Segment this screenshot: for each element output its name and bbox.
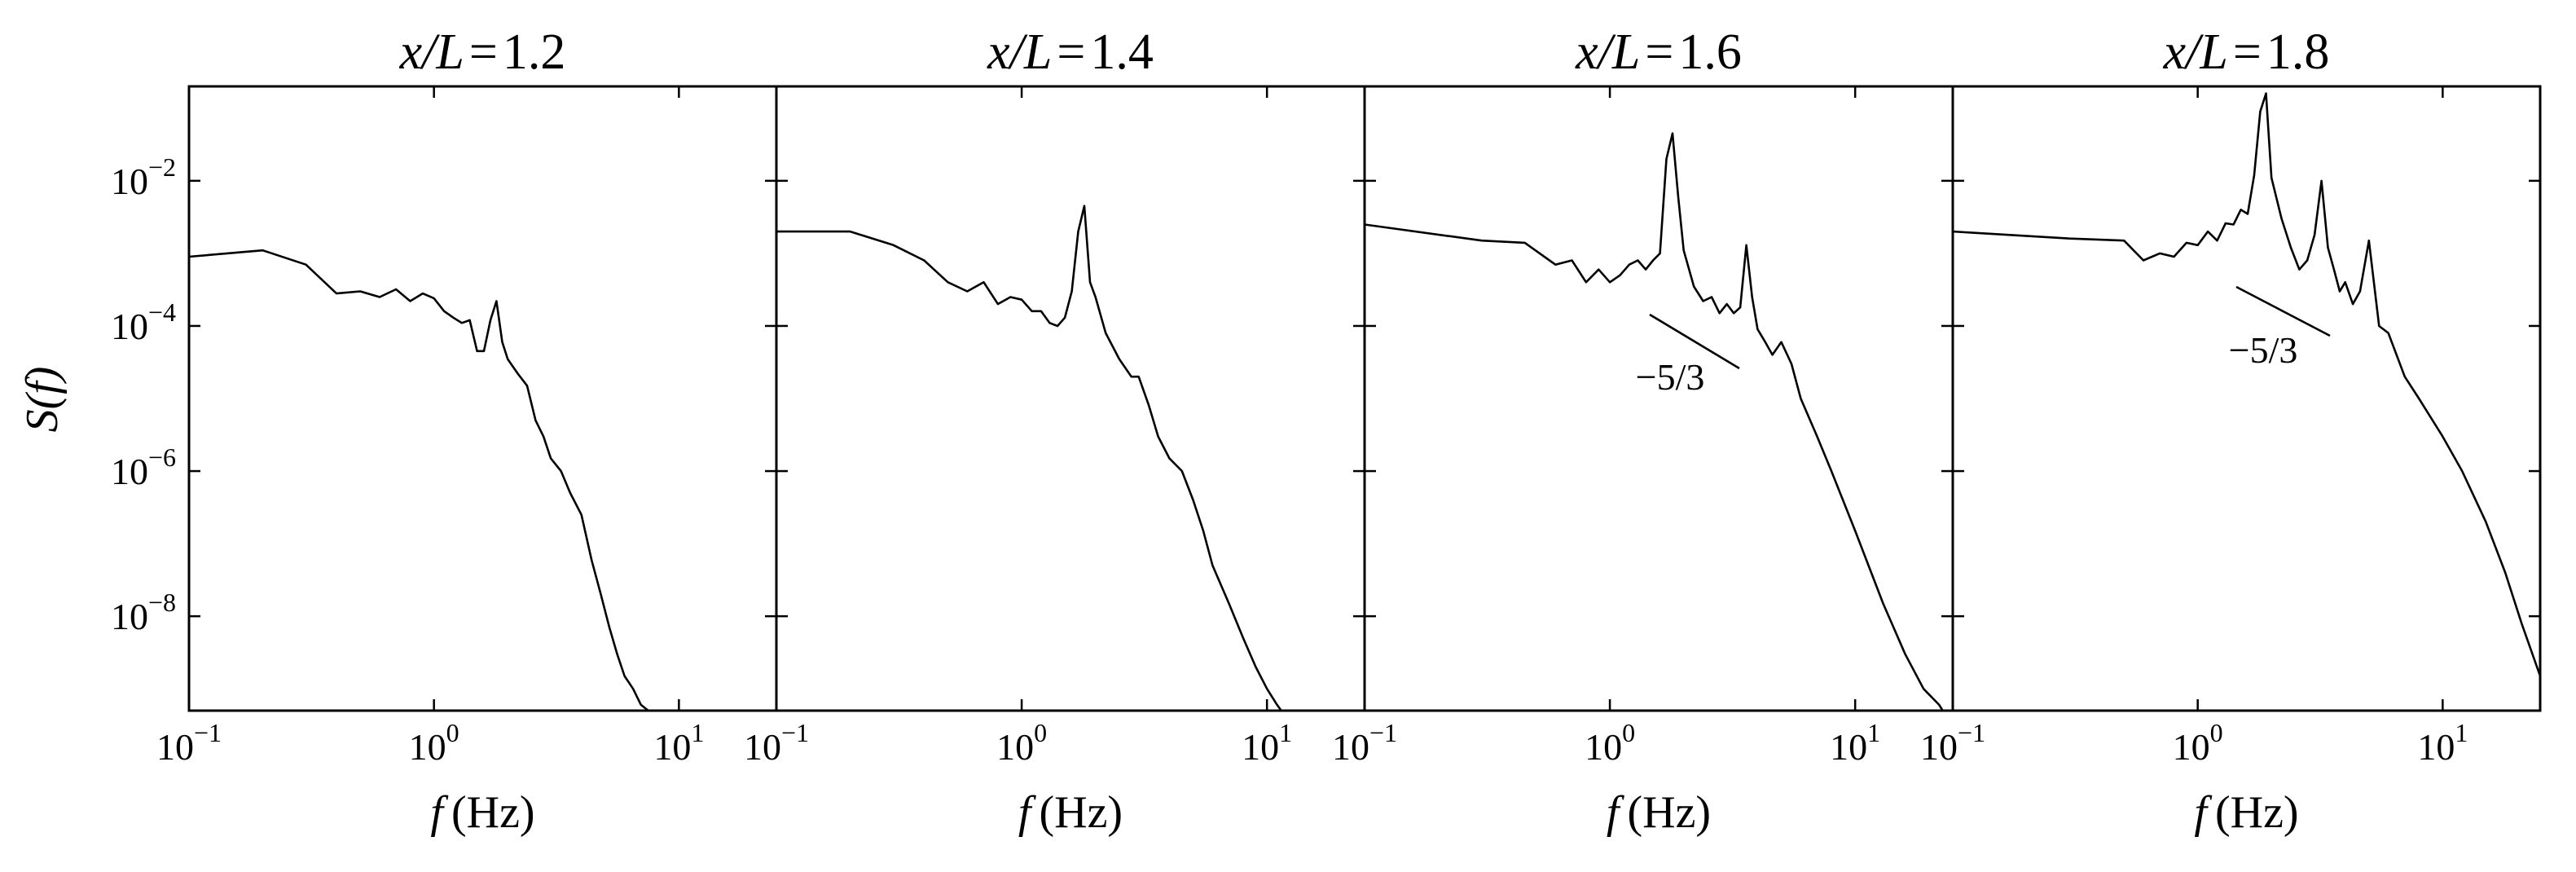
spectrum-line [776,205,1283,711]
title-value: 1.4 [1090,24,1154,80]
x-axis-unit: (Hz) [1627,787,1711,838]
x-axis-variable: f [1018,787,1037,838]
title-equals: = [2233,24,2262,80]
plot-frame [187,85,778,712]
panel-title: x/L=1.6 [1575,24,1742,80]
panel-title: x/L=1.8 [2163,24,2330,80]
x-tick-label-base: 10 [2417,726,2455,768]
x-tick-label: 100 [409,718,459,768]
x-tick-label-base: 10 [744,726,781,768]
x-tick-label: 101 [2417,718,2468,768]
x-tick-label-exponent: 0 [1034,718,1047,747]
title-variable: x/L [2163,24,2228,80]
y-tick-label-base: 10 [111,451,148,492]
title-variable: x/L [987,24,1052,80]
x-tick-label-base: 10 [653,726,691,768]
plot-frame [1363,85,1954,712]
x-axis-label: f (Hz) [2194,787,2298,838]
y-tick-label: 10−4 [111,297,176,347]
x-tick-label: 101 [1830,718,1880,768]
slope-annotation: −5/3 [1636,356,1705,398]
x-axis-label: f (Hz) [1018,787,1123,838]
x-axis-label: f (Hz) [1607,787,1711,838]
x-tick-label-exponent: 1 [1867,718,1880,747]
y-tick-label: 10−2 [111,152,176,202]
plot-frame [1951,85,2542,712]
slope-reference-line [2235,285,2331,337]
x-axis-unit: (Hz) [1039,787,1123,838]
slope-annotation: −5/3 [2229,329,2298,371]
x-axis-variable: f [430,787,449,838]
title-equals: = [1645,24,1673,80]
x-axis-variable: f [2194,787,2213,838]
x-tick-label-exponent: 1 [1279,718,1292,747]
spectrum-line [189,249,650,711]
x-tick-label-exponent: −1 [194,718,222,747]
y-tick-label: 10−6 [111,443,176,492]
title-variable: x/L [399,24,464,80]
x-axis-label: f (Hz) [430,787,534,838]
x-tick-label: 101 [1242,718,1292,768]
title-value: 1.2 [503,24,566,80]
y-tick-label-base: 10 [111,306,148,347]
title-variable: x/L [1575,24,1640,80]
x-tick-label-exponent: 0 [1622,718,1635,747]
y-tick-label-base: 10 [111,596,148,637]
x-tick-label-exponent: 0 [446,718,459,747]
slope-reference-line [1649,313,1740,370]
x-tick-label-exponent: 1 [691,718,704,747]
title-equals: = [469,24,498,80]
x-axis-variable: f [1607,787,1625,838]
y-tick-label-exponent: −6 [148,443,176,472]
x-tick-label: 101 [653,718,704,768]
y-tick-label-exponent: −2 [148,152,176,182]
x-tick-label: 10−1 [1332,718,1397,768]
x-tick-label-exponent: 1 [2455,718,2468,747]
x-tick-label-base: 10 [1830,726,1867,768]
x-tick-label: 100 [1585,718,1635,768]
spectrum-line [1953,92,2540,676]
title-value: 1.6 [1678,24,1742,80]
x-tick-label-exponent: −1 [781,718,809,747]
y-tick-label-exponent: −8 [148,588,176,617]
x-tick-label-base: 10 [409,726,446,768]
x-tick-label-base: 10 [2173,726,2210,768]
x-tick-label-base: 10 [996,726,1034,768]
x-tick-label-exponent: −1 [1958,718,1985,747]
x-tick-label-base: 10 [1920,726,1958,768]
y-tick-label: 10−8 [111,588,176,637]
panel-title: x/L=1.2 [399,24,566,80]
title-equals: = [1057,24,1085,80]
x-tick-label-exponent: 0 [2210,718,2223,747]
x-tick-label-base: 10 [1242,726,1279,768]
x-tick-label-exponent: −1 [1369,718,1397,747]
panel-title: x/L=1.4 [987,24,1154,80]
x-tick-label: 10−1 [1920,718,1985,768]
x-tick-label-base: 10 [1585,726,1622,768]
x-tick-label-base: 10 [1332,726,1369,768]
y-tick-label-exponent: −4 [148,297,176,327]
y-tick-label-base: 10 [111,161,148,202]
plot-frame [775,85,1366,712]
x-tick-label: 100 [2173,718,2223,768]
x-tick-label: 10−1 [744,718,809,768]
title-value: 1.8 [2266,24,2330,80]
x-tick-label: 10−1 [156,718,222,768]
x-tick-label-base: 10 [156,726,194,768]
x-tick-label: 100 [996,718,1047,768]
x-axis-unit: (Hz) [451,787,535,838]
x-axis-unit: (Hz) [2215,787,2299,838]
y-axis-label: S(f) [17,367,68,433]
spectrum-line [1365,132,1945,711]
